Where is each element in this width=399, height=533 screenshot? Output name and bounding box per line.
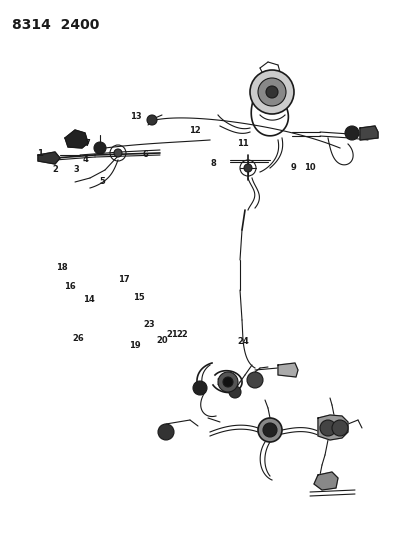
Text: 8: 8	[211, 159, 216, 167]
Circle shape	[158, 424, 174, 440]
Text: 24: 24	[237, 337, 249, 345]
Text: 15: 15	[133, 293, 145, 302]
Text: 5: 5	[99, 177, 105, 185]
Polygon shape	[38, 152, 60, 164]
Circle shape	[247, 372, 263, 388]
Text: 20: 20	[156, 336, 168, 344]
Text: 7: 7	[85, 140, 91, 148]
Circle shape	[114, 149, 122, 157]
Circle shape	[320, 420, 336, 436]
Circle shape	[244, 164, 252, 172]
Polygon shape	[65, 130, 88, 148]
Circle shape	[229, 386, 241, 398]
Circle shape	[266, 86, 278, 98]
Text: 21: 21	[166, 330, 178, 339]
Text: 10: 10	[304, 163, 316, 172]
Circle shape	[250, 70, 294, 114]
Text: 22: 22	[176, 330, 188, 339]
Text: 4: 4	[83, 156, 89, 164]
Text: 14: 14	[83, 295, 95, 304]
Circle shape	[345, 126, 359, 140]
Polygon shape	[318, 415, 348, 440]
Text: 1: 1	[37, 149, 43, 158]
Text: 2: 2	[52, 165, 58, 174]
Circle shape	[263, 423, 277, 437]
Text: 26: 26	[72, 334, 84, 343]
Text: 18: 18	[56, 263, 68, 272]
Text: 11: 11	[237, 140, 249, 148]
Circle shape	[147, 115, 157, 125]
Text: 12: 12	[189, 126, 201, 135]
Circle shape	[218, 372, 238, 392]
Text: 17: 17	[118, 275, 130, 284]
Polygon shape	[278, 363, 298, 377]
Circle shape	[223, 377, 233, 387]
Text: 6: 6	[143, 150, 148, 159]
Text: 16: 16	[64, 282, 76, 291]
Text: 13: 13	[130, 112, 142, 120]
Text: 8314  2400: 8314 2400	[12, 18, 99, 32]
Circle shape	[258, 418, 282, 442]
Polygon shape	[360, 126, 378, 140]
Polygon shape	[314, 472, 338, 490]
Circle shape	[193, 381, 207, 395]
Text: 3: 3	[74, 165, 79, 174]
Circle shape	[94, 142, 106, 154]
Circle shape	[332, 420, 348, 436]
Text: 25: 25	[216, 378, 228, 387]
Circle shape	[258, 78, 286, 106]
Text: 19: 19	[129, 341, 141, 350]
Text: 9: 9	[290, 163, 296, 172]
Text: 23: 23	[144, 320, 156, 328]
